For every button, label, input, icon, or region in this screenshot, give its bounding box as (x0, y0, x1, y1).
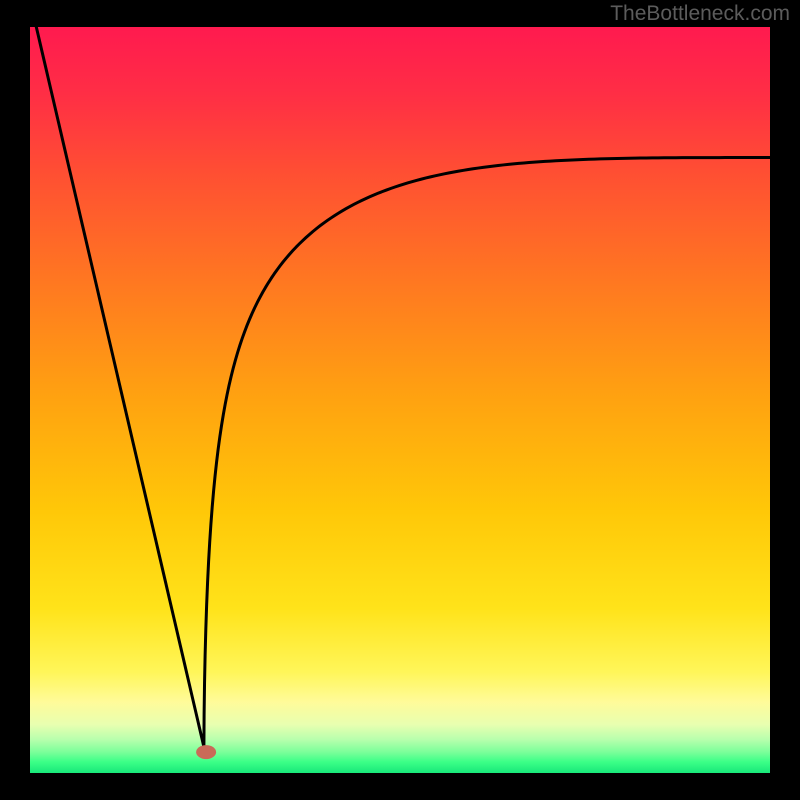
chart-stage: TheBottleneck.com (0, 0, 800, 800)
watermark-text: TheBottleneck.com (610, 2, 790, 26)
gradient-background (30, 27, 770, 773)
optimum-marker (196, 745, 216, 759)
bottleneck-chart (0, 0, 800, 800)
